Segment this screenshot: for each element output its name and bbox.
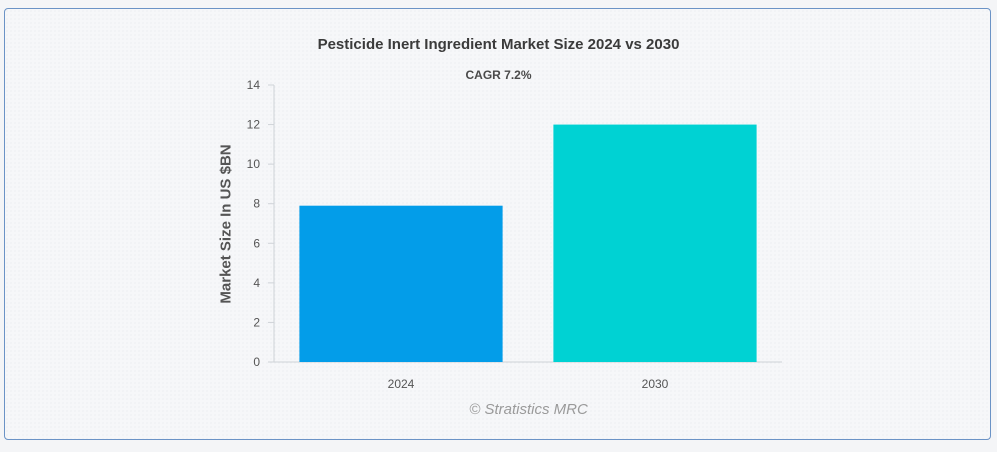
x-tick-label: 2024 (388, 377, 415, 391)
y-tick-label: 6 (253, 236, 260, 250)
y-tick-label: 10 (247, 157, 261, 171)
y-tick-label: 14 (247, 78, 261, 92)
y-tick-label: 12 (247, 118, 261, 132)
chart-title: Pesticide Inert Ingredient Market Size 2… (317, 36, 680, 53)
x-tick-label: 2030 (642, 377, 669, 391)
y-tick-label: 2 (253, 315, 260, 329)
y-tick-label: 8 (253, 197, 260, 211)
bar-2030 (553, 124, 757, 362)
y-tick-label: 4 (253, 276, 260, 290)
y-tick-label: 0 (253, 355, 260, 369)
credit-text: © Stratistics MRC (469, 401, 588, 418)
chart-subtitle: CAGR 7.2% (465, 68, 532, 82)
bar-2024 (299, 205, 503, 362)
